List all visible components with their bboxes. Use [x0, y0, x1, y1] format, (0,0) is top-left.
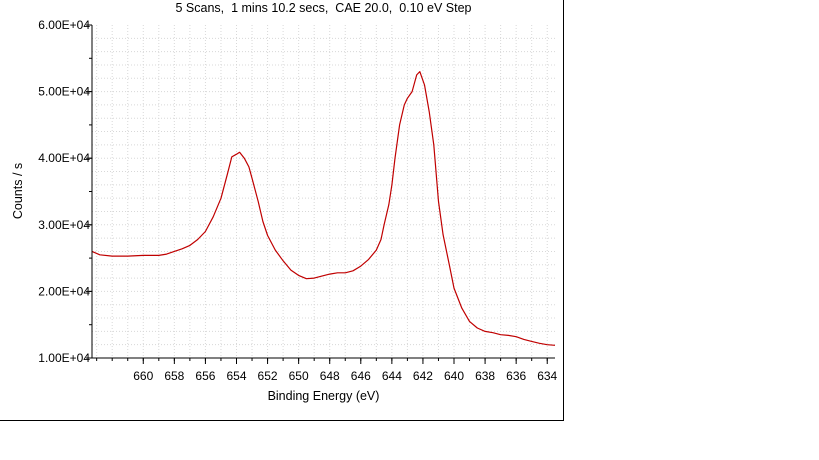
- x-axis-label: Binding Energy (eV): [267, 389, 380, 403]
- y-tick-label: 2.00E+04: [38, 284, 90, 298]
- y-tick-label: 4.00E+04: [38, 151, 90, 165]
- x-tick-label: 636: [506, 369, 526, 383]
- x-axis-ticks: 660 658 656 654 652 650 648 646 644 642 640 638 636 6…: [96, 358, 558, 383]
- y-axis-label: Counts / s: [11, 162, 25, 220]
- grid-lines: [92, 25, 555, 358]
- x-tick-label: 640: [444, 369, 464, 383]
- x-tick-label: 642: [413, 369, 433, 383]
- chart-title: 5 Scans, 1 mins 10.2 secs, CAE 20.0, 0.1…: [175, 1, 472, 15]
- x-tick-label: 652: [258, 369, 278, 383]
- x-tick-label: 660: [133, 369, 153, 383]
- x-tick-label: 654: [226, 369, 246, 383]
- x-tick-label: 644: [382, 369, 402, 383]
- y-tick-label: 6.00E+04: [38, 18, 90, 32]
- axes: [91, 25, 555, 359]
- x-tick-label: 656: [195, 369, 215, 383]
- x-tick-label: 638: [475, 369, 495, 383]
- x-tick-label: 634: [537, 369, 557, 383]
- y-tick-label: 3.00E+04: [38, 218, 90, 232]
- x-tick-label: 650: [289, 369, 309, 383]
- y-tick-label: 1.00E+04: [38, 351, 90, 365]
- y-axis-ticks: 1.00E+04 2.00E+04 3.00E+04 4.00E+04 5.00E+04…: [38, 18, 92, 365]
- series-line: [91, 71, 556, 346]
- chart-frame: [0, 0, 564, 421]
- x-tick-label: 658: [164, 369, 184, 383]
- series-group: [91, 71, 556, 346]
- y-tick-label: 5.00E+04: [38, 85, 90, 99]
- x-tick-label: 646: [351, 369, 371, 383]
- x-tick-label: 648: [320, 369, 340, 383]
